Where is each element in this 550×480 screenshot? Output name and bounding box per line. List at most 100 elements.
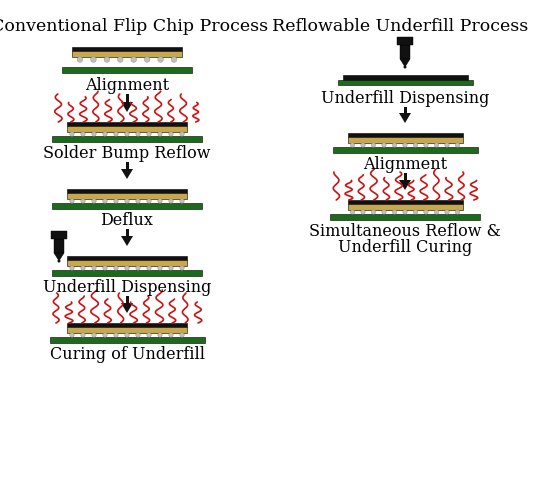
Circle shape [81,199,85,204]
Circle shape [169,333,173,337]
Circle shape [392,210,397,215]
Circle shape [136,199,140,204]
Bar [125,229,129,237]
Circle shape [382,144,386,148]
Text: Underfill Dispensing: Underfill Dispensing [321,90,489,107]
Bar [54,240,64,253]
Bar [333,148,477,154]
Circle shape [382,210,386,215]
Circle shape [455,144,460,148]
Bar [397,38,413,46]
Bar [125,95,129,103]
Circle shape [371,144,376,148]
Circle shape [169,132,173,137]
Bar [67,193,187,200]
Bar [72,48,182,52]
Circle shape [103,333,107,337]
Circle shape [434,210,439,215]
Circle shape [92,333,96,337]
Circle shape [361,144,365,148]
Circle shape [70,266,74,271]
Text: Conventional Flip Chip Process: Conventional Flip Chip Process [0,18,268,35]
Circle shape [158,132,162,137]
Circle shape [403,210,407,215]
Circle shape [424,210,428,215]
Circle shape [147,266,151,271]
Text: Underfill Curing: Underfill Curing [338,239,472,255]
Circle shape [103,266,107,271]
Bar [52,270,202,276]
Circle shape [81,266,85,271]
Polygon shape [400,60,410,68]
Bar [125,296,129,303]
Circle shape [180,266,184,271]
Bar [67,190,187,193]
Bar [348,204,463,211]
Polygon shape [121,237,133,247]
Text: Alignment: Alignment [363,156,447,173]
Bar [67,123,187,127]
Circle shape [158,266,162,271]
Bar [400,46,410,60]
Circle shape [103,132,107,137]
Bar [52,137,202,143]
Bar [62,68,192,74]
Circle shape [114,199,118,204]
Circle shape [103,199,107,204]
Circle shape [180,132,184,137]
Circle shape [147,199,151,204]
Bar [50,337,205,343]
Circle shape [403,144,407,148]
Circle shape [125,199,129,204]
Bar [348,138,463,144]
Circle shape [114,132,118,137]
Bar [51,231,67,240]
Circle shape [70,333,74,337]
Circle shape [350,210,355,215]
Bar [404,108,406,114]
Circle shape [144,58,150,63]
Text: Curing of Underfill: Curing of Underfill [50,345,205,362]
Circle shape [413,144,417,148]
Circle shape [70,132,74,137]
Circle shape [455,210,460,215]
Bar [404,174,406,180]
Circle shape [70,199,74,204]
Circle shape [58,260,60,263]
Circle shape [147,132,151,137]
Polygon shape [121,303,133,313]
Circle shape [392,144,397,148]
Text: Alignment: Alignment [85,77,169,94]
Bar [330,215,480,220]
Bar [125,163,129,169]
Circle shape [180,333,184,337]
Circle shape [404,66,406,69]
Polygon shape [121,169,133,180]
Circle shape [92,199,96,204]
Circle shape [158,199,162,204]
Circle shape [125,132,129,137]
Circle shape [131,58,136,63]
Circle shape [424,144,428,148]
Circle shape [350,144,355,148]
Circle shape [77,58,83,63]
Circle shape [136,132,140,137]
Circle shape [125,266,129,271]
Bar [67,324,187,327]
Circle shape [118,58,123,63]
Circle shape [171,58,177,63]
Circle shape [158,58,163,63]
Text: Deflux: Deflux [101,212,153,228]
Bar [338,81,472,86]
Circle shape [169,199,173,204]
Circle shape [136,333,140,337]
Circle shape [81,333,85,337]
Polygon shape [54,253,64,262]
Circle shape [81,132,85,137]
Text: Reflowable Underfill Process: Reflowable Underfill Process [272,18,528,35]
Circle shape [434,144,439,148]
Bar [67,327,187,333]
Polygon shape [399,114,411,124]
Circle shape [91,58,96,63]
Circle shape [445,144,449,148]
